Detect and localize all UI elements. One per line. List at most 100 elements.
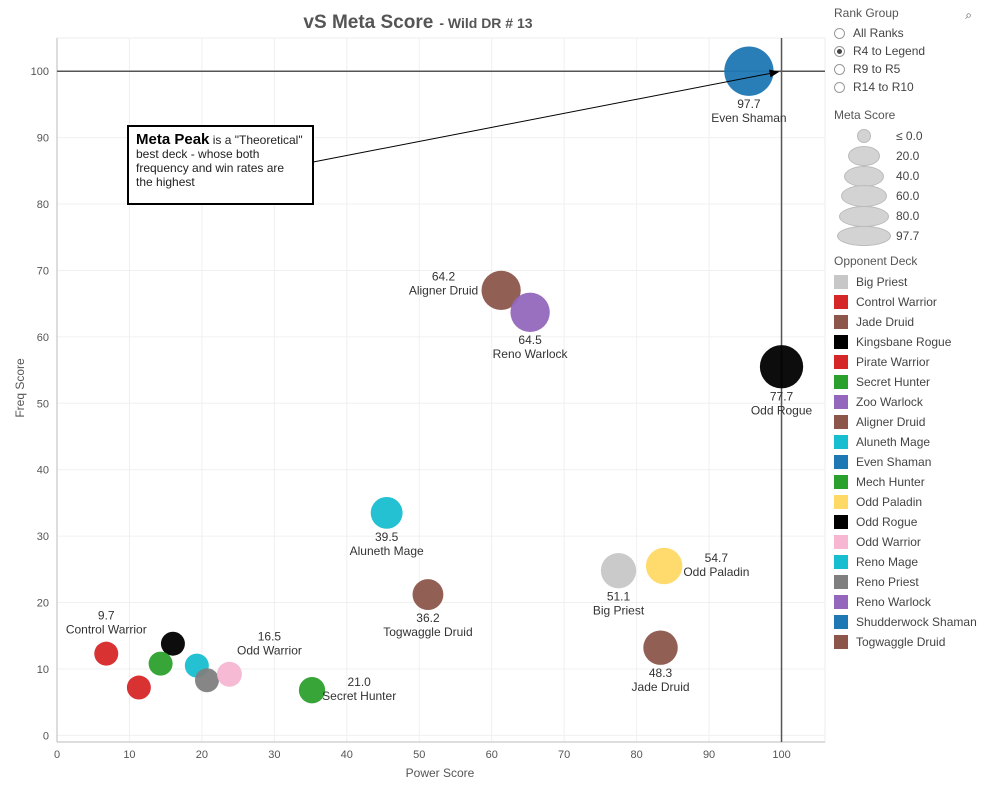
- x-tick-label: 30: [268, 749, 280, 761]
- search-icon[interactable]: ⌕: [965, 8, 972, 22]
- data-point: [412, 579, 444, 610]
- legend-swatch: [834, 455, 848, 469]
- data-point: [160, 631, 185, 656]
- radio-icon[interactable]: [834, 63, 845, 75]
- data-point: [148, 651, 173, 676]
- radio-icon[interactable]: [834, 45, 845, 57]
- x-tick-label: 40: [341, 749, 353, 761]
- opponent-deck-legend-item[interactable]: Even Shaman: [834, 452, 984, 472]
- data-label-name: Togwaggle Druid: [383, 625, 472, 639]
- meta-score-title: Meta Score: [834, 108, 896, 122]
- meta-score-legend-item: 97.7: [834, 226, 984, 246]
- data-point: [216, 661, 242, 687]
- legend-label: Reno Mage: [856, 555, 919, 569]
- data-point: [194, 668, 219, 693]
- chart-title-sub: - Wild DR # 13: [439, 15, 532, 31]
- x-tick-label: 80: [630, 749, 642, 761]
- chart-title-main: vS Meta Score: [303, 12, 433, 33]
- meta-score-legend-item: ≤ 0.0: [834, 126, 984, 146]
- opponent-deck-legend-item[interactable]: Odd Rogue: [834, 512, 984, 532]
- data-point: [370, 496, 403, 529]
- legend-swatch: [834, 355, 848, 369]
- opponent-deck-legend-item[interactable]: Secret Hunter: [834, 372, 984, 392]
- rank-option[interactable]: All Ranks: [834, 24, 984, 42]
- opponent-deck-legend-item[interactable]: Control Warrior: [834, 292, 984, 312]
- opponent-deck-legend-item[interactable]: Reno Warlock: [834, 592, 984, 612]
- opponent-deck-legend-item[interactable]: Shudderwock Shaman: [834, 612, 984, 632]
- opponent-deck-legend-item[interactable]: Reno Mage: [834, 552, 984, 572]
- data-label-value: 51.1: [607, 589, 631, 603]
- size-marker: [841, 185, 887, 207]
- size-marker: [844, 165, 884, 187]
- legend-label: Control Warrior: [856, 295, 937, 309]
- opponent-deck-legend-item[interactable]: Jade Druid: [834, 312, 984, 332]
- opponent-deck-legend-item[interactable]: Mech Hunter: [834, 472, 984, 492]
- rank-option-label: R4 to Legend: [853, 44, 926, 58]
- opponent-deck-legend-item[interactable]: Aligner Druid: [834, 412, 984, 432]
- rank-option[interactable]: R14 to R10: [834, 78, 984, 96]
- size-marker: [839, 205, 889, 227]
- opponent-deck-legend-item[interactable]: Reno Priest: [834, 572, 984, 592]
- legend-label: Kingsbane Rogue: [856, 335, 952, 349]
- data-label-name: Control Warrior: [66, 623, 147, 637]
- y-tick-label: 100: [31, 66, 49, 78]
- opponent-deck-legend: Big Priest Control Warrior Jade Druid Kings…: [834, 272, 984, 652]
- data-point: [600, 552, 637, 589]
- legend-label: Even Shaman: [856, 455, 932, 469]
- opponent-deck-legend-item[interactable]: Togwaggle Druid: [834, 632, 984, 652]
- annotation-bold: Meta Peak: [136, 131, 210, 148]
- chart-title: vS Meta Score - Wild DR # 13: [303, 12, 532, 33]
- size-marker: [857, 129, 871, 143]
- filter-panel: ⌕ Rank Group All Ranks R4 to Legend R9 to …: [834, 6, 984, 652]
- data-point: [126, 675, 151, 700]
- meta-score-legend-item: 40.0: [834, 165, 984, 187]
- data-point: [759, 345, 804, 389]
- data-point: [510, 292, 550, 332]
- rank-option[interactable]: R9 to R5: [834, 60, 984, 78]
- meta-peak-annotation: Meta Peak is a "Theoretical" best deck -…: [127, 125, 314, 205]
- x-tick-label: 50: [413, 749, 425, 761]
- legend-swatch: [834, 395, 848, 409]
- legend-label: Zoo Warlock: [856, 395, 923, 409]
- meta-score-legend-label: 20.0: [896, 149, 920, 163]
- rank-option-label: All Ranks: [853, 26, 904, 40]
- y-tick-label: 80: [37, 199, 49, 211]
- radio-icon[interactable]: [834, 27, 845, 39]
- size-cell: [834, 165, 894, 187]
- rank-option-label: R9 to R5: [853, 62, 901, 76]
- meta-score-legend-label: 80.0: [896, 209, 920, 223]
- data-points: [94, 46, 804, 704]
- opponent-deck-legend-item[interactable]: Odd Warrior: [834, 532, 984, 552]
- meta-score-legend-label: 40.0: [896, 169, 920, 183]
- legend-label: Reno Priest: [856, 575, 919, 589]
- opponent-deck-legend-item[interactable]: Zoo Warlock: [834, 392, 984, 412]
- legend-label: Odd Rogue: [856, 515, 918, 529]
- data-label-value: 16.5: [258, 629, 282, 643]
- opponent-deck-legend-item[interactable]: Odd Paladin: [834, 492, 984, 512]
- x-tick-label: 20: [196, 749, 208, 761]
- data-label-value: 64.2: [432, 269, 456, 283]
- data-label-name: Odd Warrior: [237, 643, 302, 657]
- data-label-value: 64.5: [518, 333, 542, 347]
- opponent-deck-legend-item[interactable]: Pirate Warrior: [834, 352, 984, 372]
- rank-option[interactable]: R4 to Legend: [834, 42, 984, 60]
- legend-label: Jade Druid: [856, 315, 915, 329]
- annotation-arrow-head: [768, 69, 780, 78]
- legend-label: Togwaggle Druid: [856, 635, 946, 649]
- opponent-deck-legend-item[interactable]: Big Priest: [834, 272, 984, 292]
- legend-swatch: [834, 435, 848, 449]
- size-cell: [834, 226, 894, 246]
- legend-label: Big Priest: [856, 275, 908, 289]
- data-point: [481, 270, 521, 311]
- x-tick-label: 60: [486, 749, 498, 761]
- opponent-deck-legend-item[interactable]: Aluneth Mage: [834, 432, 984, 452]
- radio-icon[interactable]: [834, 81, 845, 93]
- data-label-name: Jade Druid: [632, 680, 690, 694]
- opponent-deck-legend-item[interactable]: Kingsbane Rogue: [834, 332, 984, 352]
- data-label-name: Secret Hunter: [322, 689, 396, 703]
- data-label-value: 48.3: [649, 666, 673, 680]
- size-marker: [848, 146, 880, 166]
- meta-score-legend-item: 20.0: [834, 146, 984, 166]
- data-label-value: 21.0: [348, 675, 372, 689]
- annotation-arrow: [307, 72, 772, 164]
